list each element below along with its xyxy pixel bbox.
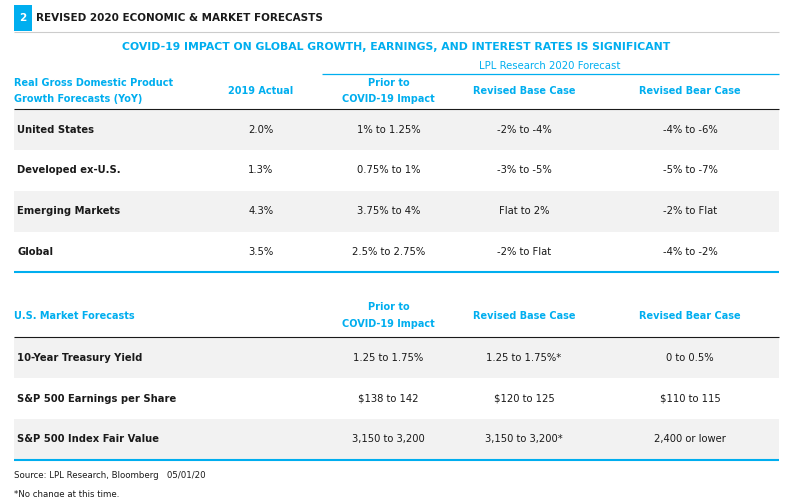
Text: 2,400 or lower: 2,400 or lower [654, 434, 727, 444]
Text: COVID-19 Impact: COVID-19 Impact [342, 94, 435, 104]
Text: Revised Bear Case: Revised Bear Case [640, 86, 741, 96]
Text: -4% to -6%: -4% to -6% [663, 125, 718, 135]
Text: 1.25 to 1.75%*: 1.25 to 1.75%* [486, 353, 562, 363]
Text: -2% to -4%: -2% to -4% [496, 125, 552, 135]
Bar [14, 5, 32, 31]
Text: 1.3%: 1.3% [248, 166, 273, 175]
Text: COVID-19 Impact: COVID-19 Impact [342, 319, 435, 330]
Text: LPL Research 2020 Forecast: LPL Research 2020 Forecast [479, 61, 621, 71]
Text: Flat to 2%: Flat to 2% [499, 206, 549, 216]
Bar [14, 150, 779, 191]
Text: -3% to -5%: -3% to -5% [496, 166, 552, 175]
Text: $120 to 125: $120 to 125 [493, 394, 555, 404]
Bar [14, 191, 779, 232]
Text: 1.25 to 1.75%: 1.25 to 1.75% [353, 353, 424, 363]
Text: 4.3%: 4.3% [248, 206, 273, 216]
Text: United States: United States [17, 125, 95, 135]
Bar [14, 337, 779, 378]
Text: -2% to Flat: -2% to Flat [497, 247, 551, 257]
Text: Growth Forecasts (YoY): Growth Forecasts (YoY) [14, 94, 143, 104]
Text: Real Gross Domestic Product: Real Gross Domestic Product [14, 78, 173, 87]
Text: S&P 500 Index Fair Value: S&P 500 Index Fair Value [17, 434, 159, 444]
Text: 2.5% to 2.75%: 2.5% to 2.75% [352, 247, 425, 257]
Text: Source: LPL Research, Bloomberg   05/01/20: Source: LPL Research, Bloomberg 05/01/20 [14, 471, 206, 480]
Text: Prior to: Prior to [368, 78, 409, 87]
Text: $110 to 115: $110 to 115 [660, 394, 721, 404]
Text: -4% to -2%: -4% to -2% [663, 247, 718, 257]
Bar [14, 419, 779, 460]
Text: U.S. Market Forecasts: U.S. Market Forecasts [14, 311, 135, 322]
Bar [14, 378, 779, 419]
Text: Revised Bear Case: Revised Bear Case [640, 311, 741, 322]
Text: $138 to 142: $138 to 142 [359, 394, 418, 404]
Text: -2% to Flat: -2% to Flat [663, 206, 717, 216]
Text: 1% to 1.25%: 1% to 1.25% [357, 125, 420, 135]
Text: 3,150 to 3,200: 3,150 to 3,200 [352, 434, 425, 444]
Text: S&P 500 Earnings per Share: S&P 500 Earnings per Share [17, 394, 177, 404]
Text: REVISED 2020 ECONOMIC & MARKET FORECASTS: REVISED 2020 ECONOMIC & MARKET FORECASTS [36, 13, 323, 23]
Bar [14, 232, 779, 272]
Text: 0.75% to 1%: 0.75% to 1% [357, 166, 420, 175]
Text: 3.5%: 3.5% [248, 247, 273, 257]
Text: Global: Global [17, 247, 54, 257]
Text: Emerging Markets: Emerging Markets [17, 206, 121, 216]
Text: 3.75% to 4%: 3.75% to 4% [357, 206, 420, 216]
Text: 2: 2 [19, 13, 27, 23]
Text: 0 to 0.5%: 0 to 0.5% [667, 353, 714, 363]
Text: Prior to: Prior to [368, 302, 409, 313]
Text: COVID-19 IMPACT ON GLOBAL GROWTH, EARNINGS, AND INTEREST RATES IS SIGNIFICANT: COVID-19 IMPACT ON GLOBAL GROWTH, EARNIN… [122, 42, 671, 52]
Text: *No change at this time.: *No change at this time. [14, 490, 120, 497]
Text: Revised Base Case: Revised Base Case [473, 311, 575, 322]
Text: 3,150 to 3,200*: 3,150 to 3,200* [485, 434, 563, 444]
Bar [14, 109, 779, 150]
Text: -5% to -7%: -5% to -7% [663, 166, 718, 175]
Text: Revised Base Case: Revised Base Case [473, 86, 575, 96]
Text: 10-Year Treasury Yield: 10-Year Treasury Yield [17, 353, 143, 363]
Text: 2019 Actual: 2019 Actual [229, 86, 293, 96]
Text: Developed ex-U.S.: Developed ex-U.S. [17, 166, 121, 175]
Text: 2.0%: 2.0% [248, 125, 273, 135]
